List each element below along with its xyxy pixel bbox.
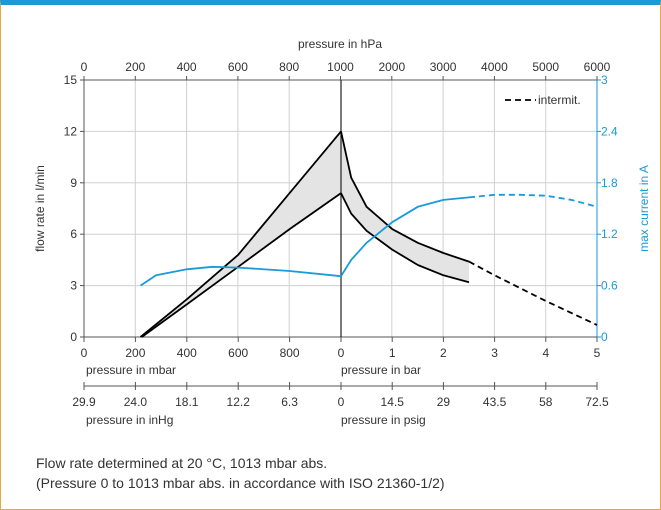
pressure-axis-label: pressure in bar [341, 363, 421, 377]
tick-labels: 0 200 400 600 800 1000 2000 3000 4000 5000 6000036… [64, 60, 618, 409]
legend-label: intermit. [538, 93, 581, 107]
flow-range-band-pressure [341, 131, 469, 283]
inhg-tick-label: 18.1 [175, 395, 199, 409]
psig-tick-label: 72.5 [585, 395, 609, 409]
top-tick-label: 0 [81, 60, 88, 74]
vacuum-tick-label: 400 [177, 346, 197, 360]
top-axis-label: pressure in hPa [298, 37, 382, 51]
vacuum-tick-label: 600 [228, 346, 248, 360]
series-1-pressure-line [340, 192, 470, 284]
top-tick-label: 1000 [327, 60, 354, 74]
psig-tick-label: 29 [437, 395, 451, 409]
legend: intermit. [505, 93, 581, 107]
chart: 0 200 400 600 800 1000 2000 3000 4000 5000 6000036… [33, 37, 651, 427]
top-tick-label: 400 [177, 60, 197, 74]
series-3-vacuum-line [140, 265, 342, 287]
inhg-tick-label: 29.9 [72, 395, 96, 409]
note-line-2: (Pressure 0 to 1013 mbar abs. in accorda… [36, 475, 445, 491]
psig-tick-label: 43.5 [483, 395, 507, 409]
note-line-1: Flow rate determined at 20 °C, 1013 mbar… [36, 455, 328, 471]
psig-axis-label: pressure in psig [341, 413, 426, 427]
right-tick-label: 2.4 [601, 124, 618, 138]
inhg-tick-label: 0 [338, 395, 345, 409]
top-tick-label: 5000 [532, 60, 559, 74]
series-2-pressure-line [468, 260, 598, 326]
series-4-pressure-line [468, 193, 598, 208]
left-tick-label: 9 [70, 176, 77, 190]
top-tick-label: 2000 [378, 60, 405, 74]
right-tick-label: 0 [601, 330, 608, 344]
left-tick-label: 0 [70, 330, 77, 344]
top-tick-label: 4000 [481, 60, 508, 74]
right-tick-label: 1.8 [601, 176, 618, 190]
right-tick-label: 0.6 [601, 279, 618, 293]
left-axis-label: flow rate in l/min [33, 165, 47, 252]
top-tick-label: 6000 [584, 60, 611, 74]
pressure-tick-label: 5 [594, 346, 601, 360]
top-tick-label: 800 [279, 60, 299, 74]
vacuum-tick-label: 200 [125, 346, 145, 360]
pressure-tick-label: 1 [389, 346, 396, 360]
right-tick-label: 1.2 [601, 227, 618, 241]
left-tick-label: 15 [64, 73, 78, 87]
left-tick-label: 3 [70, 279, 77, 293]
top-tick-label: 600 [228, 60, 248, 74]
psig-tick-label: 14.5 [381, 395, 405, 409]
series-3-pressure-line [340, 196, 470, 277]
vacuum-tick-label: 0 [81, 346, 88, 360]
top-tick-label: 3000 [430, 60, 457, 74]
pressure-tick-label: 2 [440, 346, 447, 360]
top-tick-label: 200 [125, 60, 145, 74]
inhg-tick-label: 12.2 [227, 395, 251, 409]
vacuum-axis-label: pressure in mbar [86, 363, 176, 377]
inhg-tick-label: 6.3 [281, 395, 298, 409]
series-1-vacuum-line [141, 192, 342, 338]
right-axis-label: max current in A [637, 165, 651, 252]
inhg-axis-label: pressure in inHg [86, 413, 173, 427]
vacuum-tick-label: 800 [280, 346, 300, 360]
axes [80, 76, 601, 390]
inhg-tick-label: 24.0 [124, 395, 148, 409]
right-tick-label: 3 [601, 73, 608, 87]
left-tick-label: 6 [70, 227, 77, 241]
pressure-tick-label: 4 [542, 346, 549, 360]
psig-tick-label: 58 [539, 395, 553, 409]
series-0-pressure-line [340, 131, 470, 263]
vacuum-tick-label: 0 [338, 346, 345, 360]
series [139, 130, 598, 338]
series-0-vacuum-line [139, 130, 342, 338]
pressure-tick-label: 3 [491, 346, 498, 360]
left-tick-label: 12 [64, 124, 78, 138]
